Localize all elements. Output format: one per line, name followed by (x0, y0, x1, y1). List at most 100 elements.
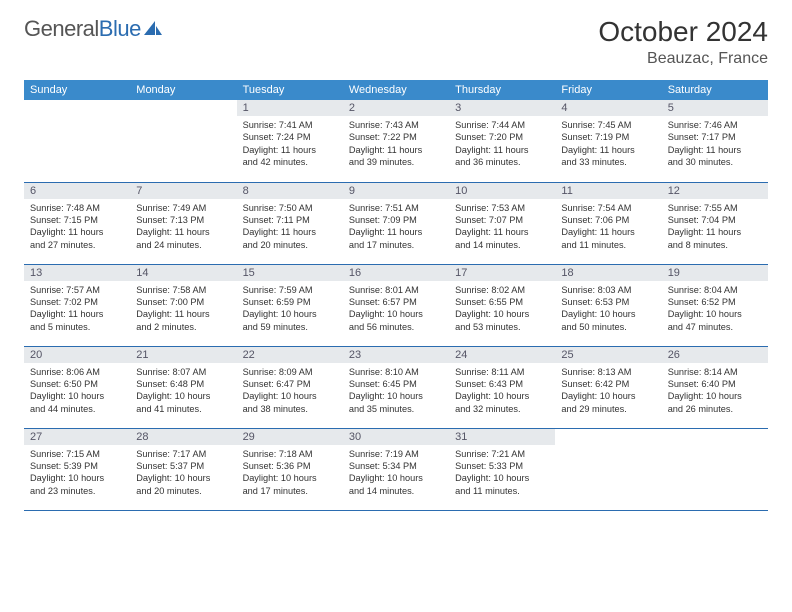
title-block: October 2024 Beauzac, France (598, 16, 768, 68)
sunrise-text: Sunrise: 7:54 AM (561, 202, 655, 214)
calendar-empty-cell (662, 428, 768, 510)
calendar-day-cell: 31Sunrise: 7:21 AMSunset: 5:33 PMDayligh… (449, 428, 555, 510)
daylight-line1: Daylight: 11 hours (668, 226, 762, 238)
logo-word1: General (24, 16, 99, 41)
sunset-text: Sunset: 6:57 PM (349, 296, 443, 308)
daylight-line1: Daylight: 11 hours (455, 226, 549, 238)
calendar-day-cell: 29Sunrise: 7:18 AMSunset: 5:36 PMDayligh… (237, 428, 343, 510)
day-number: 15 (237, 265, 343, 281)
daylight-line2: and 44 minutes. (30, 403, 124, 415)
calendar-day-cell: 24Sunrise: 8:11 AMSunset: 6:43 PMDayligh… (449, 346, 555, 428)
calendar-day-cell: 1Sunrise: 7:41 AMSunset: 7:24 PMDaylight… (237, 100, 343, 182)
daylight-line1: Daylight: 10 hours (349, 308, 443, 320)
daylight-line2: and 8 minutes. (668, 239, 762, 251)
sunrise-text: Sunrise: 8:14 AM (668, 366, 762, 378)
sunset-text: Sunset: 6:55 PM (455, 296, 549, 308)
day-number: 4 (555, 100, 661, 116)
sunrise-text: Sunrise: 7:55 AM (668, 202, 762, 214)
sunrise-text: Sunrise: 8:13 AM (561, 366, 655, 378)
weekday-header: Thursday (449, 80, 555, 100)
day-details: Sunrise: 7:17 AMSunset: 5:37 PMDaylight:… (130, 445, 236, 500)
daylight-line1: Daylight: 11 hours (561, 144, 655, 156)
daylight-line1: Daylight: 11 hours (561, 226, 655, 238)
sunrise-text: Sunrise: 7:44 AM (455, 119, 549, 131)
day-number: 25 (555, 347, 661, 363)
daylight-line1: Daylight: 10 hours (668, 390, 762, 402)
day-number: 7 (130, 183, 236, 199)
daylight-line1: Daylight: 10 hours (30, 390, 124, 402)
logo-sail-icon (143, 20, 163, 38)
sunset-text: Sunset: 7:04 PM (668, 214, 762, 226)
daylight-line1: Daylight: 10 hours (561, 390, 655, 402)
daylight-line1: Daylight: 11 hours (30, 226, 124, 238)
sunrise-text: Sunrise: 7:43 AM (349, 119, 443, 131)
calendar-day-cell: 6Sunrise: 7:48 AMSunset: 7:15 PMDaylight… (24, 182, 130, 264)
weekday-header: Monday (130, 80, 236, 100)
daylight-line2: and 53 minutes. (455, 321, 549, 333)
daylight-line2: and 14 minutes. (349, 485, 443, 497)
sunset-text: Sunset: 7:11 PM (243, 214, 337, 226)
daylight-line2: and 11 minutes. (561, 239, 655, 251)
day-details: Sunrise: 7:57 AMSunset: 7:02 PMDaylight:… (24, 281, 130, 336)
daylight-line1: Daylight: 10 hours (136, 472, 230, 484)
sunrise-text: Sunrise: 7:51 AM (349, 202, 443, 214)
daylight-line2: and 24 minutes. (136, 239, 230, 251)
day-details: Sunrise: 8:01 AMSunset: 6:57 PMDaylight:… (343, 281, 449, 336)
calendar-day-cell: 17Sunrise: 8:02 AMSunset: 6:55 PMDayligh… (449, 264, 555, 346)
sunrise-text: Sunrise: 7:18 AM (243, 448, 337, 460)
weekday-header: Saturday (662, 80, 768, 100)
day-number: 21 (130, 347, 236, 363)
daylight-line1: Daylight: 11 hours (243, 226, 337, 238)
daylight-line2: and 50 minutes. (561, 321, 655, 333)
weekday-header: Tuesday (237, 80, 343, 100)
day-number: 13 (24, 265, 130, 281)
calendar-day-cell: 19Sunrise: 8:04 AMSunset: 6:52 PMDayligh… (662, 264, 768, 346)
daylight-line1: Daylight: 11 hours (30, 308, 124, 320)
sunrise-text: Sunrise: 7:45 AM (561, 119, 655, 131)
weekday-header: Sunday (24, 80, 130, 100)
daylight-line1: Daylight: 11 hours (349, 144, 443, 156)
day-number: 26 (662, 347, 768, 363)
daylight-line2: and 26 minutes. (668, 403, 762, 415)
sunrise-text: Sunrise: 8:03 AM (561, 284, 655, 296)
daylight-line2: and 32 minutes. (455, 403, 549, 415)
daylight-line2: and 17 minutes. (243, 485, 337, 497)
sunset-text: Sunset: 7:19 PM (561, 131, 655, 143)
calendar-day-cell: 12Sunrise: 7:55 AMSunset: 7:04 PMDayligh… (662, 182, 768, 264)
sunset-text: Sunset: 6:50 PM (30, 378, 124, 390)
day-number: 11 (555, 183, 661, 199)
day-number: 29 (237, 429, 343, 445)
day-details: Sunrise: 7:18 AMSunset: 5:36 PMDaylight:… (237, 445, 343, 500)
daylight-line1: Daylight: 10 hours (455, 308, 549, 320)
sunset-text: Sunset: 6:48 PM (136, 378, 230, 390)
daylight-line2: and 41 minutes. (136, 403, 230, 415)
sunrise-text: Sunrise: 8:04 AM (668, 284, 762, 296)
daylight-line2: and 35 minutes. (349, 403, 443, 415)
calendar-day-cell: 11Sunrise: 7:54 AMSunset: 7:06 PMDayligh… (555, 182, 661, 264)
sunset-text: Sunset: 6:40 PM (668, 378, 762, 390)
day-details: Sunrise: 7:58 AMSunset: 7:00 PMDaylight:… (130, 281, 236, 336)
sunset-text: Sunset: 7:20 PM (455, 131, 549, 143)
calendar-day-cell: 7Sunrise: 7:49 AMSunset: 7:13 PMDaylight… (130, 182, 236, 264)
calendar-day-cell: 16Sunrise: 8:01 AMSunset: 6:57 PMDayligh… (343, 264, 449, 346)
calendar-day-cell: 3Sunrise: 7:44 AMSunset: 7:20 PMDaylight… (449, 100, 555, 182)
day-number: 27 (24, 429, 130, 445)
calendar-day-cell: 30Sunrise: 7:19 AMSunset: 5:34 PMDayligh… (343, 428, 449, 510)
sunset-text: Sunset: 7:09 PM (349, 214, 443, 226)
calendar-body: 1Sunrise: 7:41 AMSunset: 7:24 PMDaylight… (24, 100, 768, 510)
sunset-text: Sunset: 6:45 PM (349, 378, 443, 390)
daylight-line1: Daylight: 10 hours (668, 308, 762, 320)
daylight-line2: and 42 minutes. (243, 156, 337, 168)
day-details: Sunrise: 7:54 AMSunset: 7:06 PMDaylight:… (555, 199, 661, 254)
day-details: Sunrise: 8:09 AMSunset: 6:47 PMDaylight:… (237, 363, 343, 418)
weekday-header: Friday (555, 80, 661, 100)
daylight-line2: and 27 minutes. (30, 239, 124, 251)
sunrise-text: Sunrise: 8:10 AM (349, 366, 443, 378)
location-subtitle: Beauzac, France (598, 50, 768, 68)
calendar-empty-cell (24, 100, 130, 182)
day-details: Sunrise: 8:13 AMSunset: 6:42 PMDaylight:… (555, 363, 661, 418)
day-number: 14 (130, 265, 236, 281)
daylight-line1: Daylight: 11 hours (136, 308, 230, 320)
day-details: Sunrise: 7:19 AMSunset: 5:34 PMDaylight:… (343, 445, 449, 500)
calendar-day-cell: 5Sunrise: 7:46 AMSunset: 7:17 PMDaylight… (662, 100, 768, 182)
